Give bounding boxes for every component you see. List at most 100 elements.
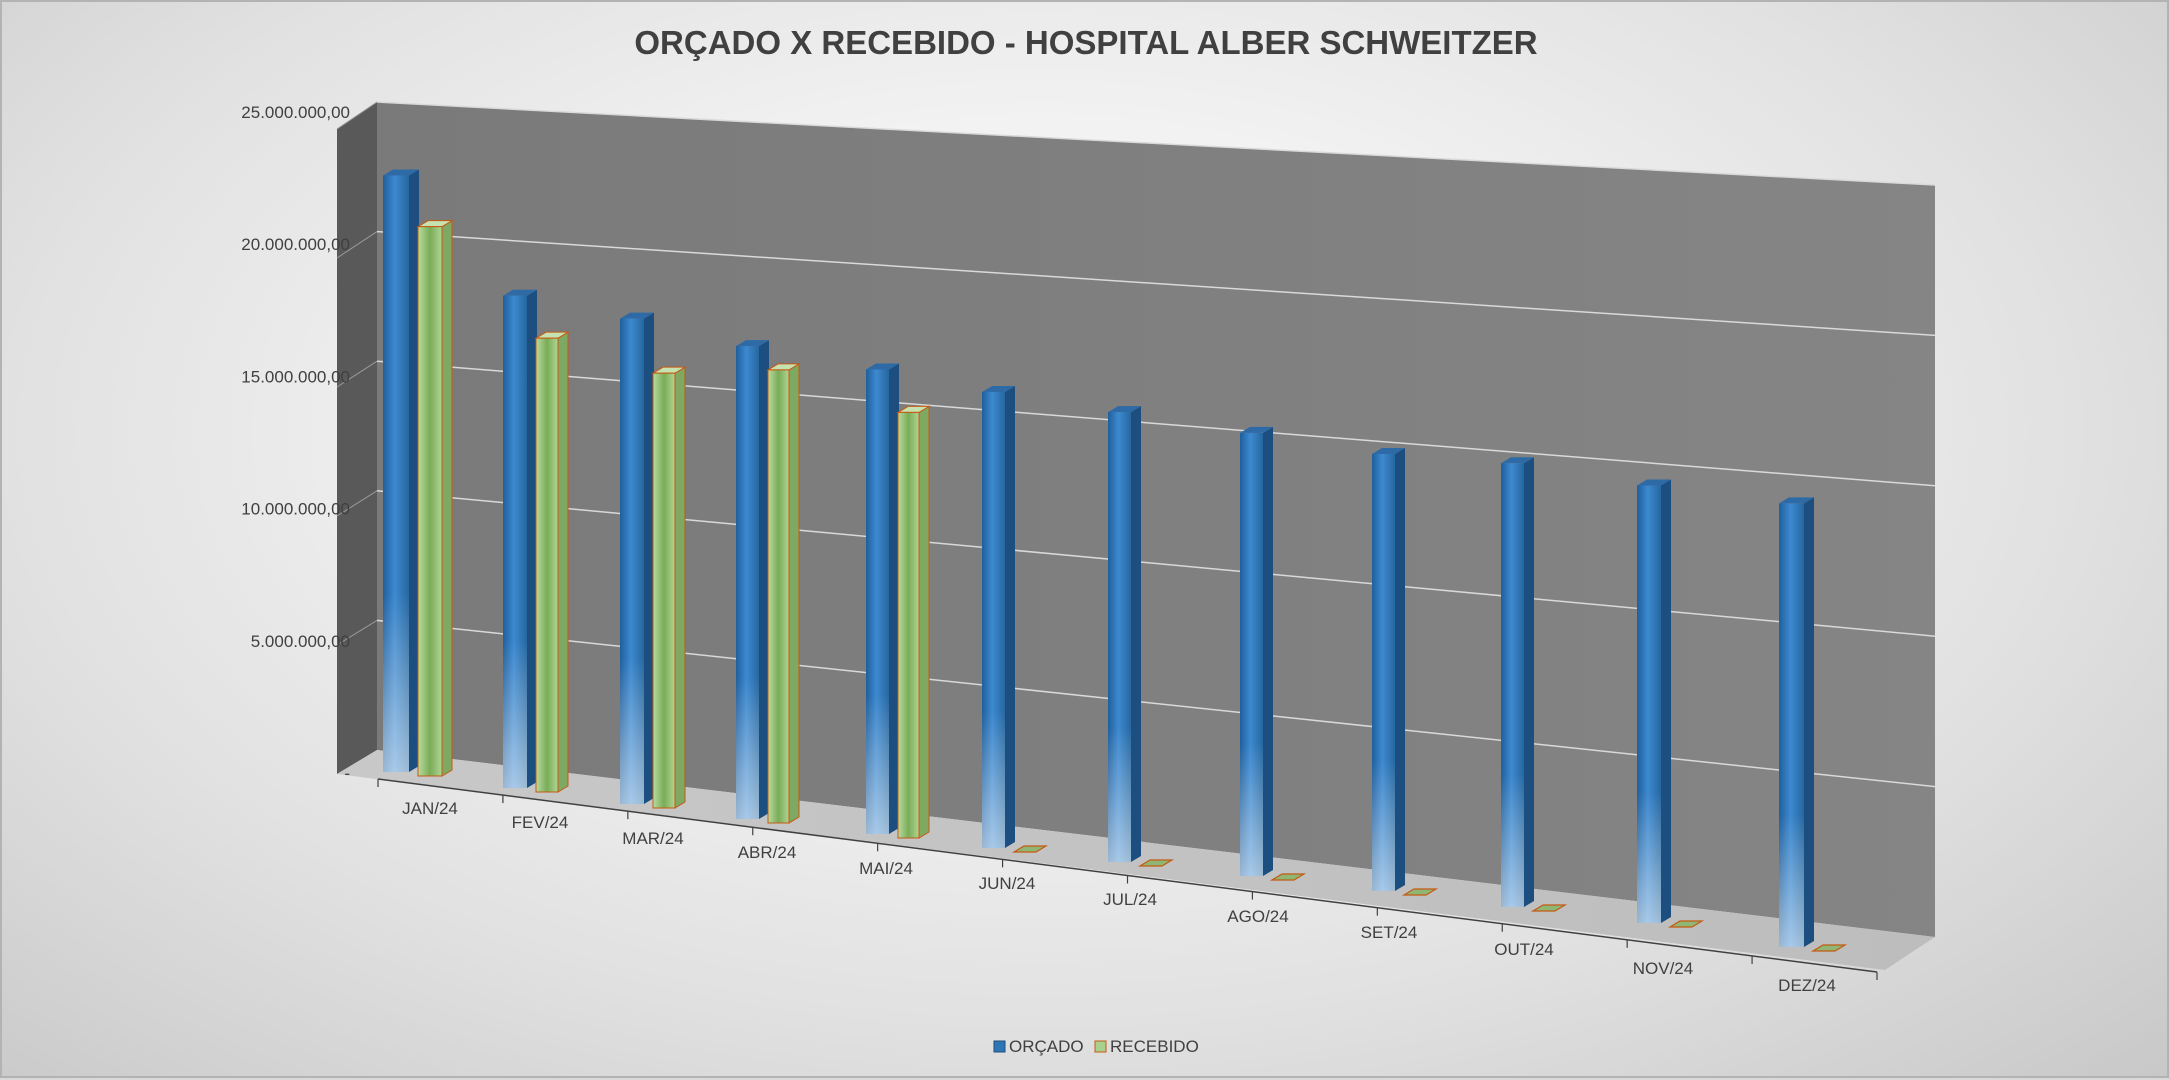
x-tick-label: SET/24 bbox=[1361, 923, 1418, 942]
side-wall bbox=[337, 102, 377, 774]
bar-orcado-glow bbox=[383, 175, 409, 772]
x-tick-label: MAR/24 bbox=[622, 829, 683, 848]
bar-recebido-zero bbox=[1401, 888, 1439, 896]
x-tick-label: JUL/24 bbox=[1103, 890, 1157, 909]
bar-recebido bbox=[534, 331, 570, 793]
bar-orcado-top bbox=[982, 386, 1015, 392]
bar-orcado-glow bbox=[1637, 485, 1661, 923]
y-tick-label: 10.000.000,00 bbox=[241, 500, 350, 519]
x-tick-label: NOV/24 bbox=[1633, 959, 1693, 978]
bar-orcado-side bbox=[527, 289, 537, 788]
x-tick-label: FEV/24 bbox=[512, 813, 569, 832]
bar-recebido-front bbox=[897, 411, 920, 839]
bar-orcado-side bbox=[1395, 448, 1405, 891]
bar-orcado-glow bbox=[736, 346, 759, 819]
bar-orcado-top bbox=[1108, 406, 1141, 413]
bar-orcado-glow bbox=[1501, 463, 1524, 907]
bar-orcado bbox=[1372, 448, 1405, 891]
bar-recebido-side bbox=[918, 405, 930, 839]
bar-orcado-top bbox=[1779, 497, 1814, 504]
bars bbox=[383, 169, 1848, 952]
bar-orcado bbox=[866, 363, 899, 834]
bar-orcado-top bbox=[1240, 426, 1273, 433]
bar-orcado bbox=[620, 312, 654, 804]
bar-recebido bbox=[766, 363, 801, 824]
bar-orcado-glow bbox=[1779, 503, 1804, 947]
gridline-side bbox=[336, 490, 378, 517]
bar-recebido-side bbox=[674, 366, 686, 809]
gridline bbox=[376, 230, 1936, 337]
bar-orcado-side bbox=[1524, 457, 1534, 907]
bar-orcado-side bbox=[1005, 386, 1015, 848]
bar-orcado-glow bbox=[1240, 432, 1263, 876]
x-tick-label: AGO/24 bbox=[1227, 907, 1288, 926]
gridline-side bbox=[336, 101, 378, 130]
bar-recebido bbox=[651, 366, 687, 809]
bar-orcado-glow bbox=[866, 369, 889, 834]
bar-orcado-top bbox=[736, 340, 769, 347]
legend-swatch-orcado bbox=[993, 1040, 1006, 1053]
gridline bbox=[376, 101, 1936, 186]
bar-orcado bbox=[1779, 497, 1814, 947]
bar-orcado-glow bbox=[1108, 412, 1131, 862]
bar-orcado bbox=[1637, 479, 1671, 923]
bar-recebido-zero bbox=[1530, 904, 1568, 912]
bar-orcado-top bbox=[383, 169, 419, 176]
bar-recebido-zero bbox=[1810, 944, 1848, 952]
y-tick-label: 25.000.000,00 bbox=[241, 103, 350, 122]
gridline-side bbox=[336, 231, 378, 259]
bar-orcado-side bbox=[1131, 406, 1141, 862]
back-wall bbox=[377, 102, 1935, 937]
y-axis: - 5.000.000,00 10.000.000,00 15.000.000,00 2… bbox=[241, 103, 350, 783]
y-tick-label: 5.000.000,00 bbox=[251, 632, 350, 651]
bar-orcado bbox=[383, 169, 419, 772]
bar-orcado-glow bbox=[1372, 454, 1395, 891]
bar-orcado bbox=[982, 386, 1015, 848]
bar-recebido-side bbox=[557, 331, 569, 793]
bar-recebido-front bbox=[652, 372, 676, 809]
x-tick-label: DEZ/24 bbox=[1778, 976, 1836, 995]
bar-orcado-top bbox=[1372, 448, 1405, 454]
x-tick-label: JAN/24 bbox=[402, 799, 458, 818]
gridline-side bbox=[336, 360, 378, 388]
bar-recebido-front bbox=[767, 369, 790, 824]
y-tick-label: 20.000.000,00 bbox=[241, 235, 350, 254]
bar-orcado-top bbox=[503, 289, 537, 296]
bar-orcado-top bbox=[866, 363, 899, 370]
bar-orcado-glow bbox=[620, 318, 644, 804]
bar-recebido-zero bbox=[1269, 873, 1307, 881]
bar-orcado-glow bbox=[982, 392, 1005, 848]
bar-orcado-top bbox=[1637, 479, 1671, 486]
bar-orcado-side bbox=[409, 169, 419, 772]
bar-recebido-side bbox=[441, 219, 453, 777]
gridline-side bbox=[336, 619, 378, 646]
x-tick-label: JUN/24 bbox=[979, 874, 1036, 893]
chart-title: ORÇADO X RECEBIDO - HOSPITAL ALBER SCHWE… bbox=[634, 24, 1537, 61]
bar-orcado-glow bbox=[503, 295, 527, 788]
bar-orcado bbox=[1240, 426, 1273, 876]
bar-orcado bbox=[1501, 457, 1534, 907]
legend: ORÇADO RECEBIDO bbox=[993, 1037, 1199, 1056]
bar-orcado bbox=[1108, 406, 1141, 862]
bar-orcado bbox=[736, 340, 769, 819]
bar-recebido-side bbox=[788, 363, 800, 824]
x-axis: JAN/24 FEV/24 MAR/24 ABR/24 MAI/24 JUN/24 JUL/… bbox=[377, 778, 1878, 995]
legend-label-recebido: RECEBIDO bbox=[1110, 1037, 1199, 1056]
bar-recebido-zero bbox=[1667, 920, 1705, 928]
bar-orcado-side bbox=[1263, 426, 1273, 876]
bar-recebido-front bbox=[535, 337, 559, 793]
bar-orcado-side bbox=[889, 363, 899, 834]
bar-orcado-side bbox=[759, 340, 769, 819]
bar-orcado-side bbox=[644, 312, 654, 804]
bar-recebido-zero bbox=[1011, 845, 1049, 853]
bar-recebido bbox=[896, 405, 931, 839]
bar-orcado-top bbox=[620, 312, 654, 319]
legend-swatch-recebido bbox=[1094, 1040, 1107, 1053]
bar-recebido-zero bbox=[1137, 859, 1175, 867]
x-tick-label: MAI/24 bbox=[859, 859, 913, 878]
x-tick-label: OUT/24 bbox=[1494, 940, 1554, 959]
bar-orcado-top bbox=[1501, 457, 1534, 464]
x-tick-label: ABR/24 bbox=[738, 843, 797, 862]
